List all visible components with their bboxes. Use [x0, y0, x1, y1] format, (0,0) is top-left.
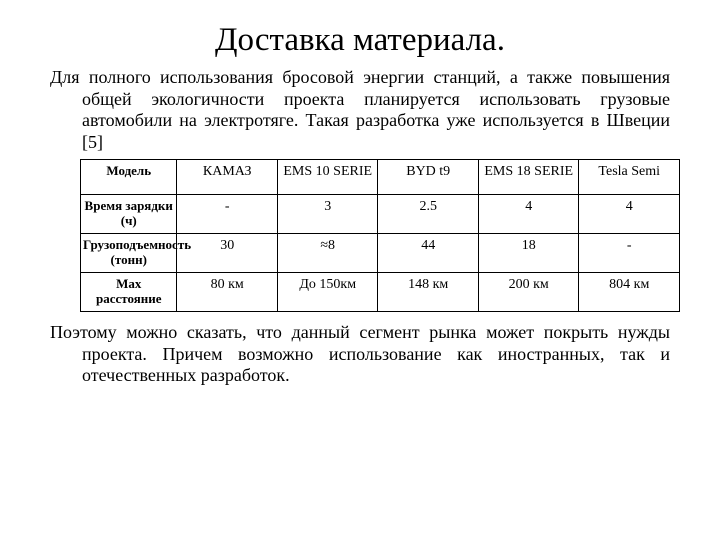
cell: 148 км: [378, 273, 479, 312]
cell: -: [177, 195, 278, 234]
row-header: Время зарядки (ч): [81, 195, 177, 234]
outro-text: Поэтому можно сказать, что данный сегмен…: [50, 322, 670, 387]
intro-paragraph: Для полного использования бросовой энерг…: [50, 67, 670, 153]
cell: 804 км: [579, 273, 680, 312]
cell: 3: [277, 195, 378, 234]
cell: 4: [478, 195, 579, 234]
cell: До 150км: [277, 273, 378, 312]
cell: -: [579, 234, 680, 273]
col-header: Tesla Semi: [579, 160, 680, 195]
cell: 18: [478, 234, 579, 273]
outro-paragraph: Поэтому можно сказать, что данный сегмен…: [50, 322, 670, 387]
row-header: Грузоподъемность (тонн): [81, 234, 177, 273]
table-row: Max расстояние 80 км До 150км 148 км 200…: [81, 273, 680, 312]
cell: ≈8: [277, 234, 378, 273]
cell: 44: [378, 234, 479, 273]
cell: 80 км: [177, 273, 278, 312]
slide: Доставка материала. Для полного использо…: [0, 0, 720, 540]
cell: 30: [177, 234, 278, 273]
col-header: BYD t9: [378, 160, 479, 195]
cell: 200 км: [478, 273, 579, 312]
page-title: Доставка материала.: [50, 22, 670, 59]
col-header: КАМАЗ: [177, 160, 278, 195]
cell: 2.5: [378, 195, 479, 234]
table-header-row: Модель КАМАЗ EMS 10 SERIE BYD t9 EMS 18 …: [81, 160, 680, 195]
table-row: Время зарядки (ч) - 3 2.5 4 4: [81, 195, 680, 234]
vehicles-table: Модель КАМАЗ EMS 10 SERIE BYD t9 EMS 18 …: [80, 159, 680, 312]
table-row: Грузоподъемность (тонн) 30 ≈8 44 18 -: [81, 234, 680, 273]
cell: 4: [579, 195, 680, 234]
col-header: Модель: [81, 160, 177, 195]
row-header: Max расстояние: [81, 273, 177, 312]
intro-text: Для полного использования бросовой энерг…: [50, 67, 670, 153]
col-header: EMS 18 SERIE: [478, 160, 579, 195]
col-header: EMS 10 SERIE: [277, 160, 378, 195]
